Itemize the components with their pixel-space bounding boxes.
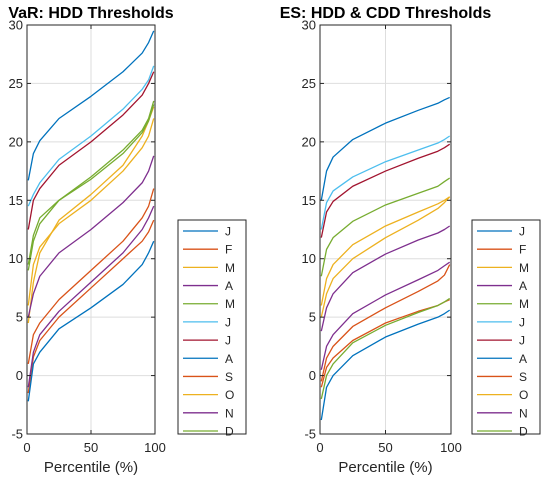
y-tick-label: 0 [16,368,23,383]
series-line-2 [27,219,155,394]
legend-label: A [225,279,233,293]
legend-label: M [225,297,235,311]
series-line-10 [27,118,155,306]
series-line-5 [320,177,451,277]
x-axis-label: Percentile (%) [44,459,138,476]
y-tick-label: 20 [9,134,23,149]
y-tick-label: 15 [302,193,316,208]
legend-label: M [519,297,529,311]
y-tick-label: 5 [16,310,23,325]
legend-box [177,219,247,435]
y-tick-label: 25 [302,76,316,91]
legend-label: O [519,388,528,402]
series-line-9 [27,188,155,365]
legend-label: J [519,315,525,329]
y-tick-label: -5 [304,427,316,442]
x-axis-label: Percentile (%) [338,459,432,476]
legend-label: S [519,370,527,384]
x-tick-label: 100 [440,440,462,455]
series-line-8 [27,240,155,402]
y-tick-label: 10 [9,251,23,266]
series-line-12 [320,297,451,400]
x-tick-label: 0 [316,440,323,455]
legend-label: A [519,352,527,366]
y-tick-label: 15 [9,193,23,208]
x-tick-label: 100 [144,440,166,455]
series-line-3 [320,196,451,306]
series-line-10 [320,196,451,318]
series-line-7 [27,71,155,230]
series-line-9 [320,264,451,382]
series-line-4 [27,205,155,388]
legend-label: F [225,243,232,257]
legend-box [471,219,541,435]
x-tick-label: 50 [84,440,98,455]
series-line-11 [27,155,155,318]
legend-label: N [225,406,234,420]
legend-label: J [519,225,525,239]
legend-label: O [225,388,234,402]
legend-label: A [225,352,233,366]
legend-label: N [519,406,528,420]
y-tick-label: 30 [302,18,316,33]
y-tick-label: 20 [302,134,316,149]
legend-label: S [225,370,233,384]
y-tick-label: 25 [9,76,23,91]
x-tick-label: 50 [378,440,392,455]
chart-title: ES: HDD & CDD Thresholds [280,5,492,22]
legend-label: J [225,225,231,239]
series-line-8 [320,309,451,421]
chart-title: VaR: HDD Thresholds [8,5,173,22]
series-line-1 [320,96,450,201]
series-line-5 [27,100,155,265]
legend-label: J [225,334,231,348]
legend-label: M [519,261,529,275]
y-tick-label: 5 [309,310,316,325]
y-tick-label: 0 [309,368,316,383]
y-tick-label: 10 [302,251,316,266]
series-line-6 [320,135,451,230]
series-line-7 [320,143,451,238]
y-tick-label: 30 [9,18,23,33]
series-line-1 [27,30,155,181]
legend-label: J [519,334,525,348]
legend-label: D [225,425,234,439]
series-line-11 [320,225,451,332]
series-line-6 [27,65,155,207]
series-line-4 [320,261,451,370]
legend-label: M [225,261,235,275]
y-tick-label: -5 [11,427,23,442]
legend-label: F [519,243,526,257]
x-tick-label: 0 [23,440,30,455]
legend-label: D [519,425,528,439]
legend-label: A [519,279,527,293]
series-line-12 [27,104,155,271]
legend-label: J [225,315,231,329]
